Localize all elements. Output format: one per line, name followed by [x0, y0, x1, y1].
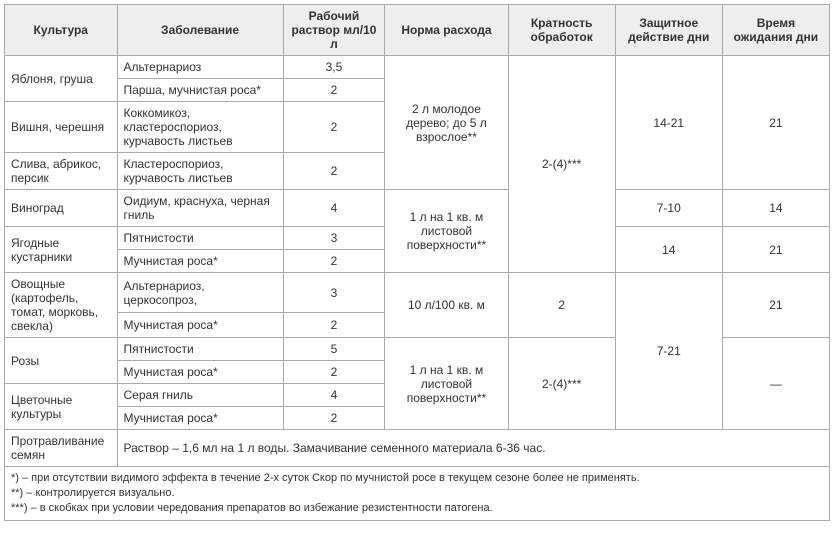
cell-solution: 3,5 — [283, 56, 385, 79]
cell-solution: 3 — [283, 273, 385, 313]
cell-waiting: 21 — [722, 227, 829, 273]
table-row: Овощные (картофель, томат, морковь, свек… — [5, 273, 830, 313]
cell-culture: Ягодные кустарники — [5, 227, 118, 273]
cell-disease: Парша, мучнистая роса* — [117, 79, 283, 102]
footnotes-row: *) – при отсутствии видимого эффекта в т… — [5, 467, 830, 521]
footnote-3: ***) – в скобках при условии чередования… — [11, 501, 823, 516]
table-row: Виноград Оидиум, краснуха, черная гниль … — [5, 190, 830, 227]
cell-disease: Пятнистости — [117, 227, 283, 250]
cell-culture: Протравливание семян — [5, 430, 118, 467]
th-protection: Защитное действие дни — [615, 5, 722, 56]
cell-protection: 7-10 — [615, 190, 722, 227]
th-culture: Культура — [5, 5, 118, 56]
cell-waiting: 21 — [722, 56, 829, 190]
cell-culture: Яблоня, груша — [5, 56, 118, 102]
cell-rate: 2 л молодое дерево; до 5 л взрослое** — [385, 56, 508, 190]
header-row: Культура Заболевание Рабочий раствор мл/… — [5, 5, 830, 56]
cell-rate: 10 л/100 кв. м — [385, 273, 508, 338]
cell-disease: Мучнистая роса* — [117, 361, 283, 384]
th-waiting: Время ожидания дни — [722, 5, 829, 56]
cell-disease: Мучнистая роса* — [117, 407, 283, 430]
th-solution: Рабочий раствор мл/10 л — [283, 5, 385, 56]
cell-disease: Мучнистая роса* — [117, 250, 283, 273]
cell-solution: 2 — [283, 250, 385, 273]
footnote-1: *) – при отсутствии видимого эффекта в т… — [11, 471, 823, 486]
cell-culture: Овощные (картофель, томат, морковь, свек… — [5, 273, 118, 338]
cell-protection: 14-21 — [615, 56, 722, 190]
cell-rate: 1 л на 1 кв. м листовой поверхности** — [385, 190, 508, 273]
cell-disease: Оидиум, краснуха, черная гниль — [117, 190, 283, 227]
cell-culture: Цветочные культуры — [5, 384, 118, 430]
cell-solution: 2 — [283, 79, 385, 102]
cell-waiting: — — [722, 338, 829, 430]
cell-frequency: 2 — [508, 273, 615, 338]
cell-rate: 1 л на 1 кв. м листовой поверхности** — [385, 338, 508, 430]
cell-frequency: 2-(4)*** — [508, 56, 615, 273]
cell-solution: 2 — [283, 102, 385, 153]
cell-solution: 2 — [283, 153, 385, 190]
cell-disease: Пятнистости — [117, 338, 283, 361]
cell-disease: Альтернариоз — [117, 56, 283, 79]
th-rate: Норма расхода — [385, 5, 508, 56]
table-row: Протравливание семян Раствор – 1,6 мл на… — [5, 430, 830, 467]
cell-solution: 2 — [283, 407, 385, 430]
cell-solution: 5 — [283, 338, 385, 361]
cell-solution: 4 — [283, 384, 385, 407]
table-row: Яблоня, груша Альтернариоз 3,5 2 л молод… — [5, 56, 830, 79]
cell-solution: 2 — [283, 313, 385, 338]
cell-waiting: 21 — [722, 273, 829, 338]
cell-disease: Мучнистая роса* — [117, 313, 283, 338]
th-disease: Заболевание — [117, 5, 283, 56]
cell-disease: Альтернариоз, церкосопроз, — [117, 273, 283, 313]
cell-solution: 3 — [283, 227, 385, 250]
cell-protection: 7-21 — [615, 273, 722, 430]
cell-culture: Виноград — [5, 190, 118, 227]
cell-solution: 4 — [283, 190, 385, 227]
cell-disease: Серая гниль — [117, 384, 283, 407]
th-frequency: Кратность обработок — [508, 5, 615, 56]
cell-disease: Кластероспориоз, курчавость листьев — [117, 153, 283, 190]
cell-protection: 14 — [615, 227, 722, 273]
footnotes-cell: *) – при отсутствии видимого эффекта в т… — [5, 467, 830, 521]
cell-waiting: 14 — [722, 190, 829, 227]
cell-culture: Розы — [5, 338, 118, 384]
cell-disease: Коккомикоз, кластероспориоз, курчавость … — [117, 102, 283, 153]
cell-frequency: 2-(4)*** — [508, 338, 615, 430]
usage-table: Культура Заболевание Рабочий раствор мл/… — [4, 4, 830, 521]
cell-culture: Вишня, черешня — [5, 102, 118, 153]
footnote-2: **) – контролируется визуально. — [11, 486, 823, 501]
cell-solution: 2 — [283, 361, 385, 384]
cell-culture: Слива, абрикос, персик — [5, 153, 118, 190]
cell-seed-note: Раствор – 1,6 мл на 1 л воды. Замачивани… — [117, 430, 830, 467]
